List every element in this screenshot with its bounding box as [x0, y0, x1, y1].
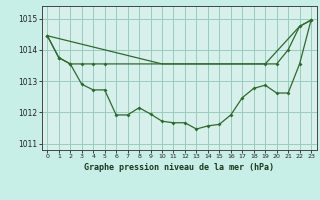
X-axis label: Graphe pression niveau de la mer (hPa): Graphe pression niveau de la mer (hPa)	[84, 163, 274, 172]
